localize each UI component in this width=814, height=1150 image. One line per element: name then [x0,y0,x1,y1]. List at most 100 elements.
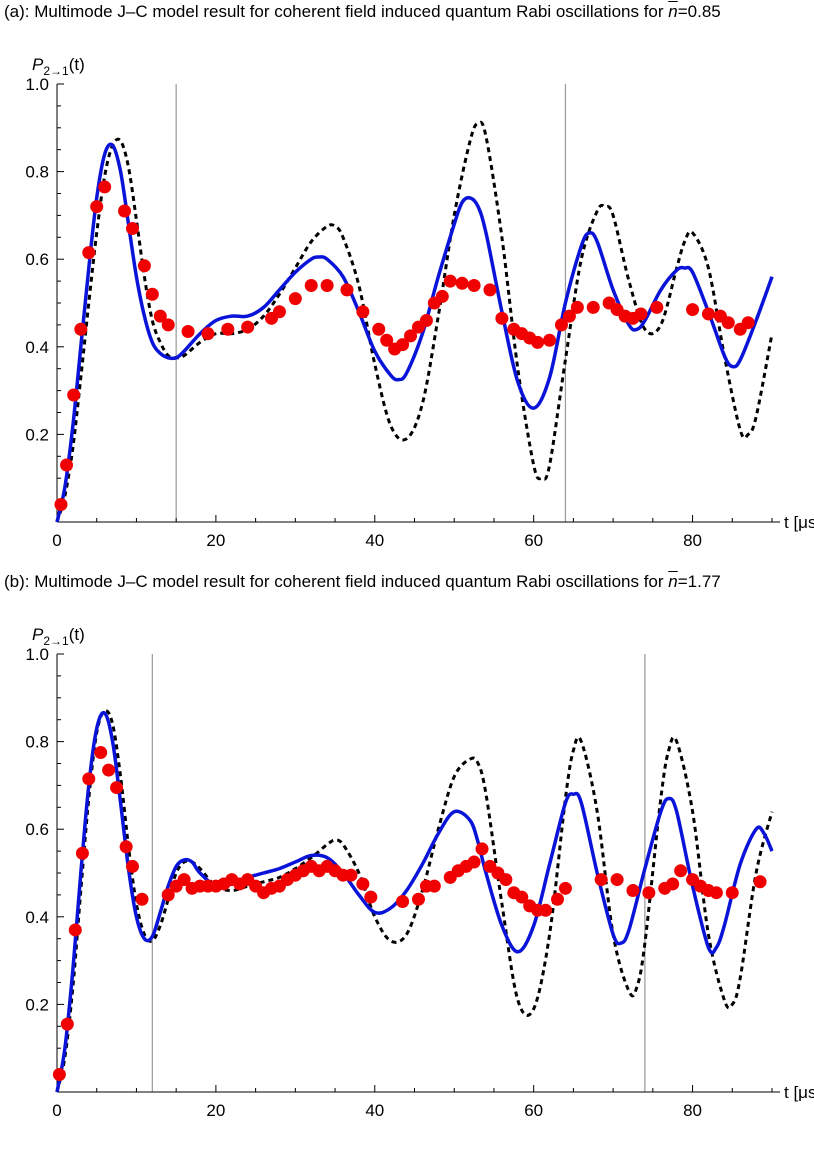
data-point [467,855,481,869]
data-point [82,772,96,786]
x-tick-label: 40 [365,1101,384,1120]
data-point [455,276,469,290]
data-point [404,329,418,343]
data-point [495,311,509,325]
data-point [594,873,608,887]
x-tick-label: 60 [524,1101,543,1120]
data-point [74,322,88,336]
y-tick-label: 0.4 [25,908,49,927]
data-point [201,327,215,341]
chart-panel-b: 0.2 0.4 0.6 0.8 1.0 0 20 40 60 80 P2→1(t) t [μs] [25,625,814,1120]
data-point [634,307,648,321]
data-point [562,309,576,323]
data-point [52,1067,66,1081]
panel-b-nbar-value: =1.77 [677,572,721,591]
data-point [543,333,557,347]
data-point [443,274,457,288]
data-point [701,307,715,321]
data-point [153,309,167,323]
data-point [304,278,318,292]
data-point [161,318,175,332]
data-point [75,846,89,860]
data-point [666,877,680,891]
data-point [709,886,723,900]
data-point [753,875,767,889]
y-tick-label: 0.2 [25,995,49,1014]
data-point [650,300,664,314]
data-point [320,278,334,292]
data-point [102,763,116,777]
data-point [435,289,449,303]
panel-b-nbar-symbol: n [668,572,678,591]
data-point [499,873,513,887]
x-tick-label: 20 [206,1101,225,1120]
data-point [551,892,564,906]
data-point [674,864,688,878]
data-point [340,283,354,297]
panel-a-nbar-symbol: n [668,2,678,21]
data-point [161,888,175,902]
model-curve [55,142,774,523]
data-point [741,316,755,330]
x-tick-label: 0 [52,1101,61,1120]
data-point [90,200,104,214]
data-point [483,283,497,297]
dashed-curve [55,709,774,1093]
data-point [181,324,195,338]
data-point [356,305,370,319]
y-tick-label: 0.6 [25,820,49,839]
panel-a-title: (a): Multimode J–C model result for cohe… [4,2,721,22]
x-tick-label: 80 [683,531,702,550]
y-axis-label: P2→1(t) [32,625,85,648]
y-tick-label: 1.0 [25,75,49,94]
data-point [427,879,441,893]
x-tick-label: 80 [683,1101,702,1120]
dashed-curve [55,120,774,523]
data-point [98,180,112,194]
data-point [515,890,529,904]
panel-a-title-text: (a): Multimode J–C model result for cohe… [4,2,669,21]
data-point [288,292,302,306]
data-point [94,746,108,760]
data-point [475,842,489,856]
data-point [118,204,132,218]
data-point [82,246,96,260]
data-point [396,338,410,352]
data-point [54,497,68,511]
data-point [372,322,386,336]
data-point [177,873,191,887]
data-point [396,894,410,908]
x-axis-label: t [μs] [784,1083,814,1102]
data-point [419,314,433,328]
data-point [411,892,425,906]
data-point [558,881,572,895]
panel-b-title-text: (b): Multimode J–C model result for cohe… [4,572,669,591]
data-point [68,923,82,937]
data-point [642,886,656,900]
y-tick-label: 0.8 [25,733,49,752]
data-point [554,318,568,332]
data-point [725,886,739,900]
data-point [344,868,358,882]
data-point [67,388,81,402]
data-point [272,305,286,319]
data-point [467,278,481,292]
data-point [570,300,584,314]
data-point [626,884,640,898]
y-axis-label: P2→1(t) [32,55,85,78]
data-point [686,303,700,317]
y-tick-label: 0.6 [25,250,49,269]
data-point [610,873,624,887]
data-point [380,333,394,347]
data-point [364,890,378,904]
y-tick-label: 0.4 [25,338,49,357]
data-point [137,259,151,273]
y-tick-label: 1.0 [25,645,49,664]
data-point [586,300,600,314]
y-tick-label: 0.2 [25,425,49,444]
data-point [241,320,255,334]
model-curve [55,710,774,1093]
data-point [221,322,235,336]
x-tick-label: 60 [524,531,543,550]
data-point [135,892,149,906]
